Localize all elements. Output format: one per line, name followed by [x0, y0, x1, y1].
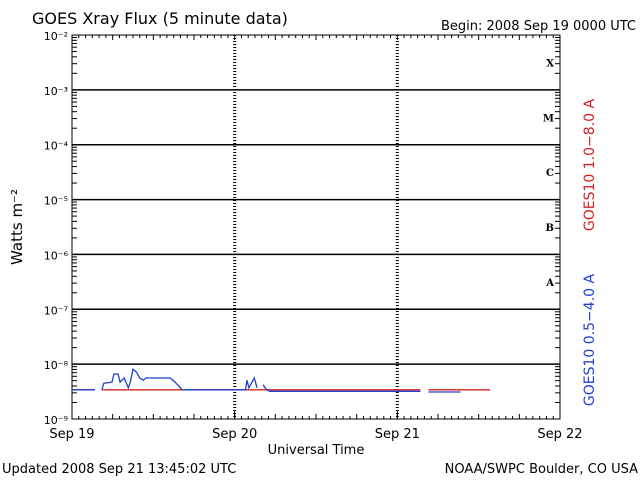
y-tick-label: 10⁻³: [44, 85, 68, 98]
y-tick-label: 10⁻⁸: [44, 359, 69, 372]
plot-frame: [71, 34, 561, 420]
x-tick-label: Sep 22: [537, 427, 582, 442]
chart-title: GOES Xray Flux (5 minute data): [32, 9, 288, 28]
flare-class-label: C: [546, 168, 554, 179]
x-tick-label: Sep 20: [212, 427, 257, 442]
flare-class-label: X: [546, 58, 554, 69]
flare-class-label: B: [546, 223, 554, 234]
y-tick-label: 10⁻⁹: [44, 414, 68, 427]
footer-left: Updated 2008 Sep 21 13:45:02 UTC: [2, 462, 236, 477]
y-tick-label: 10⁻⁴: [44, 140, 69, 153]
y-tick-label: 10⁻⁵: [44, 195, 68, 208]
y-tick-label: 10⁻⁶: [44, 249, 69, 262]
footer-right: NOAA/SWPC Boulder, CO USA: [445, 462, 638, 477]
y-tick-label: 10⁻⁷: [44, 304, 68, 317]
x-tick-label: Sep 19: [49, 427, 94, 442]
x-tick-label: Sep 21: [375, 427, 420, 442]
flare-class-label: A: [545, 278, 554, 289]
y-tick-label: 10⁻²: [44, 30, 68, 43]
y-axis-label: Watts m⁻²: [8, 189, 26, 265]
series-line: [72, 368, 461, 393]
legend-label: GOES10 0.5−4.0 A: [582, 274, 598, 407]
flare-class-label: M: [543, 113, 554, 124]
legend-label: GOES10 1.0−8.0 A: [582, 99, 598, 232]
x-axis-label: Universal Time: [268, 443, 365, 458]
chart-subtitle: Begin: 2008 Sep 19 0000 UTC: [441, 19, 636, 34]
